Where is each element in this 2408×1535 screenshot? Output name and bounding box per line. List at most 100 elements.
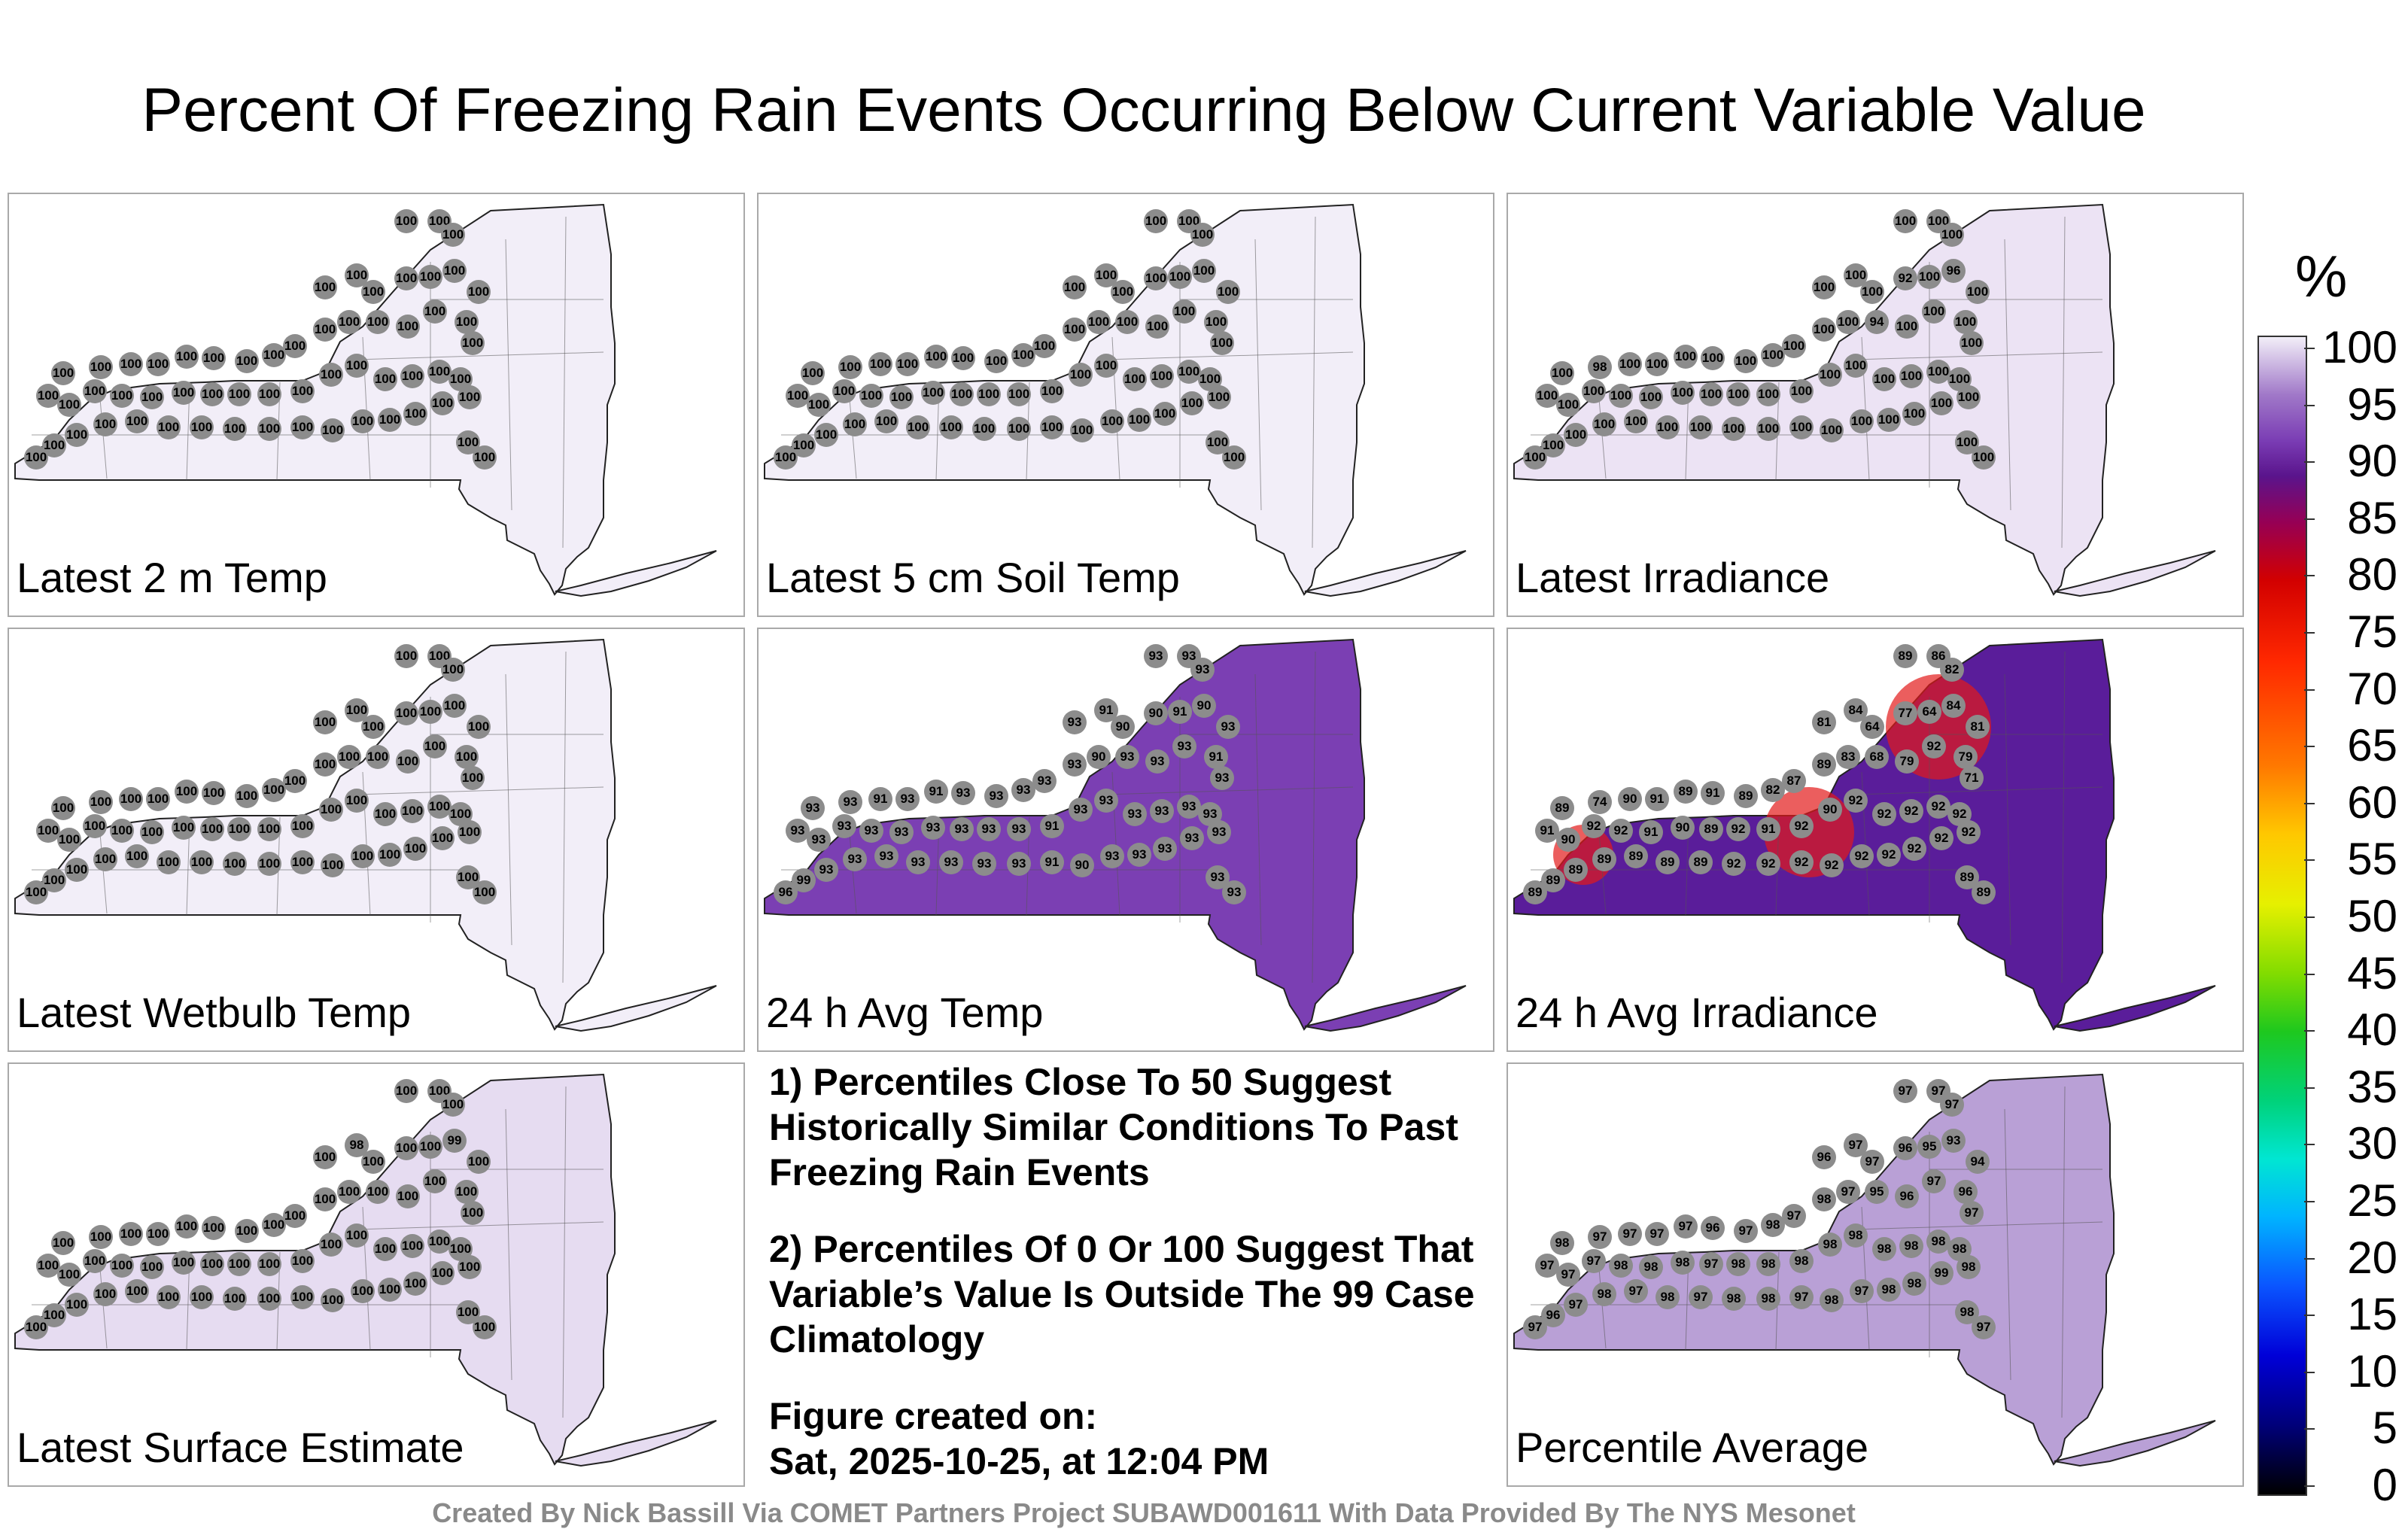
station-marker: 100 xyxy=(190,850,214,874)
station-marker: 100 xyxy=(93,1282,117,1306)
colorbar-tick xyxy=(2304,746,2315,748)
station-marker: 100 xyxy=(351,844,375,868)
colorbar xyxy=(2258,336,2307,1496)
station-marker: 100 xyxy=(313,275,337,299)
note-2: 2) Percentiles Of 0 Or 100 Suggest That … xyxy=(769,1228,1475,1360)
station-marker: 90 xyxy=(1144,701,1168,725)
station-marker: 82 xyxy=(1761,778,1785,802)
station-marker: 100 xyxy=(1040,415,1064,439)
station-marker: 89 xyxy=(1523,880,1547,904)
station-marker: 91 xyxy=(924,780,948,804)
station-marker: 92 xyxy=(1582,814,1606,838)
state-outline xyxy=(14,203,616,596)
station-marker: 100 xyxy=(430,826,455,850)
station-marker: 100 xyxy=(801,361,825,385)
station-marker: 100 xyxy=(1206,430,1230,454)
station-marker: 100 xyxy=(1872,367,1896,391)
station-marker: 96 xyxy=(1893,1136,1917,1160)
station-marker: 86 xyxy=(1926,644,1950,668)
station-marker: 100 xyxy=(1111,280,1135,304)
county-line xyxy=(2004,1108,2011,1381)
station-marker: 87 xyxy=(1782,769,1806,793)
station-marker: 100 xyxy=(257,852,281,876)
station-marker: 100 xyxy=(1782,334,1806,358)
state-outline xyxy=(764,203,1365,596)
colorbar-tick xyxy=(2304,1144,2315,1146)
station-marker: 100 xyxy=(257,1252,281,1276)
station-marker: 98 xyxy=(1947,1237,1972,1261)
ny-map xyxy=(764,203,1467,597)
station-marker: 100 xyxy=(89,355,113,379)
station-marker: 100 xyxy=(1207,385,1231,409)
station-marker: 100 xyxy=(345,1223,369,1248)
station-marker: 100 xyxy=(337,1180,361,1204)
station-marker: 100 xyxy=(921,381,945,405)
station-marker: 89 xyxy=(1699,817,1723,841)
created-date: Sat, 2025-10-25, at 12:04 PM xyxy=(769,1440,1269,1482)
station-marker: 92 xyxy=(1872,802,1896,826)
station-marker: 100 xyxy=(235,784,259,808)
station-marker: 100 xyxy=(1564,423,1588,447)
station-marker: 100 xyxy=(895,352,920,376)
station-marker: 100 xyxy=(1063,275,1087,299)
station-marker: 98 xyxy=(1609,1254,1633,1278)
colorbar-tick-label: 100 xyxy=(2321,322,2397,372)
station-marker: 93 xyxy=(1216,715,1240,739)
station-marker: 100 xyxy=(889,385,914,409)
station-marker: 93 xyxy=(1153,837,1177,861)
station-marker: 98 xyxy=(1844,1223,1868,1248)
colorbar-tick-label: 60 xyxy=(2347,777,2397,828)
station-marker: 100 xyxy=(257,817,281,841)
station-marker: 83 xyxy=(1836,745,1860,769)
station-marker: 100 xyxy=(110,819,134,843)
panel-label: Latest Wetbulb Temp xyxy=(17,989,412,1036)
station-marker: 93 xyxy=(984,784,1008,808)
panel-24h-avg-temp: 93 93 93 93 91 90 90 91 90 93 93 91 93 93 93 90 93 93 93 93… xyxy=(757,628,1494,1052)
station-marker: 100 xyxy=(361,715,385,739)
station-marker: 100 xyxy=(1722,417,1746,441)
county-line xyxy=(1853,351,2103,360)
station-marker: 100 xyxy=(283,334,307,358)
station-marker: 100 xyxy=(400,799,424,823)
county-line xyxy=(2061,216,2066,549)
station-marker: 92 xyxy=(1893,266,1917,290)
station-marker: 99 xyxy=(1929,1261,1953,1285)
station-marker: 100 xyxy=(774,445,798,470)
station-marker: 93 xyxy=(838,790,862,814)
station-marker: 97 xyxy=(1789,1285,1814,1309)
station-marker: 100 xyxy=(378,1278,402,1302)
station-marker: 100 xyxy=(1877,408,1901,432)
station-marker: 100 xyxy=(396,749,420,774)
station-marker: 100 xyxy=(1168,265,1192,289)
station-marker: 91 xyxy=(1040,850,1064,874)
station-marker: 100 xyxy=(1550,361,1574,385)
station-marker: 100 xyxy=(467,1150,491,1174)
station-marker: 100 xyxy=(366,1180,390,1204)
station-marker: 91 xyxy=(1756,817,1780,841)
station-marker: 100 xyxy=(832,379,856,403)
station-marker: 100 xyxy=(1812,318,1836,342)
station-marker: 100 xyxy=(337,745,361,769)
station-marker: 100 xyxy=(319,363,343,387)
station-marker: 100 xyxy=(456,865,480,889)
long-island-outline xyxy=(555,985,717,1032)
station-marker: 68 xyxy=(1865,745,1889,769)
station-marker: 100 xyxy=(467,280,491,304)
station-marker: 100 xyxy=(427,360,451,384)
station-marker: 93 xyxy=(1011,778,1035,802)
station-marker: 100 xyxy=(345,789,369,813)
station-marker: 100 xyxy=(473,880,497,904)
panel-label: 24 h Avg Irradiance xyxy=(1516,989,1878,1036)
station-marker: 100 xyxy=(461,766,485,790)
station-marker: 100 xyxy=(202,346,226,370)
colorbar-tick xyxy=(2304,1315,2315,1317)
station-marker: 100 xyxy=(461,331,485,355)
panel-24h-avg-irradiance: 89 86 82 81 84 64 77 64 84 81 92 79 71 79 68 83 89 87 82 89… xyxy=(1507,628,2244,1052)
station-marker: 100 xyxy=(146,1222,170,1246)
panel-percentile-average: 97 97 97 96 97 97 96 95 93 94 97 96 97 96 95 97 98 97 98 97… xyxy=(1507,1062,2244,1487)
station-marker: 100 xyxy=(283,769,307,793)
station-marker: 79 xyxy=(1953,745,1978,769)
station-marker: 100 xyxy=(1145,315,1169,339)
station-marker: 93 xyxy=(859,819,883,843)
station-marker: 89 xyxy=(1624,844,1648,868)
